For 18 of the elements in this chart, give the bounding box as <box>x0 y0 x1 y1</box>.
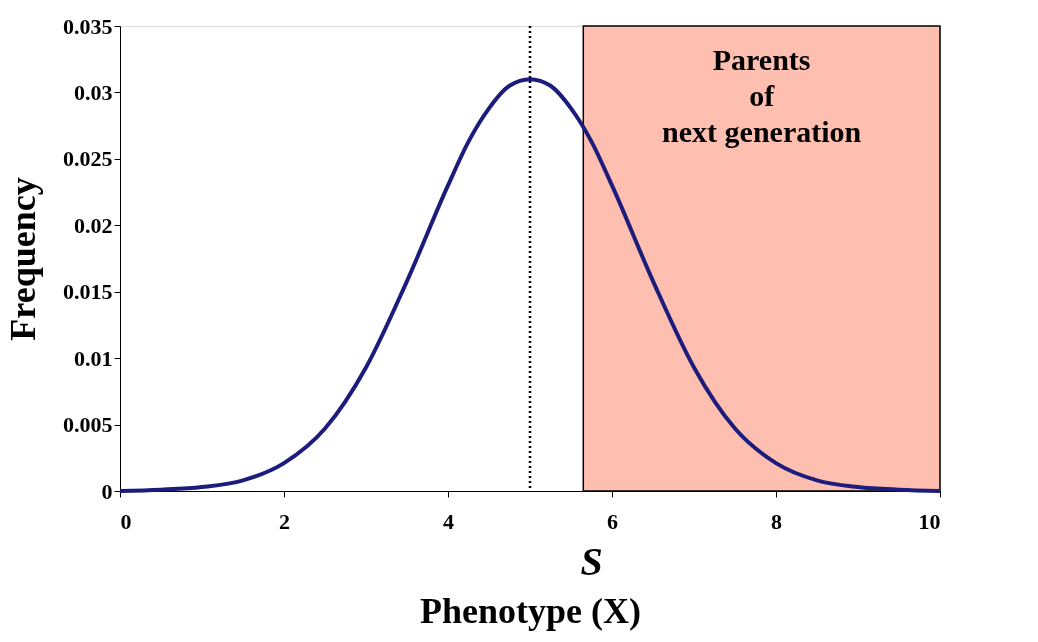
band-label: Parents of next generation <box>662 43 862 148</box>
y-tick-label: 0.02 <box>74 212 113 238</box>
y-tick-label: 0.035 <box>63 13 113 39</box>
x-tick-label: 2 <box>279 508 290 534</box>
x-tick-label: 10 <box>918 508 941 534</box>
y-tick-label: 0.03 <box>74 79 113 105</box>
x-tick-label: 0 <box>120 508 132 534</box>
x-tick-label: 6 <box>607 508 618 534</box>
y-tick-label: 0.005 <box>63 412 113 438</box>
y-tick-label: 0.015 <box>63 279 113 305</box>
x-tick-label: 8 <box>771 508 782 534</box>
y-axis-title: Frequency <box>3 177 43 341</box>
y-tick-label: 0.01 <box>74 345 113 371</box>
text: S <box>580 539 603 584</box>
y-tick-label: 0 <box>101 478 113 504</box>
y-tick-label: 0.025 <box>63 146 113 172</box>
x-axis-title: Phenotype (X) <box>420 590 641 631</box>
x-tick-label: 4 <box>443 508 454 534</box>
